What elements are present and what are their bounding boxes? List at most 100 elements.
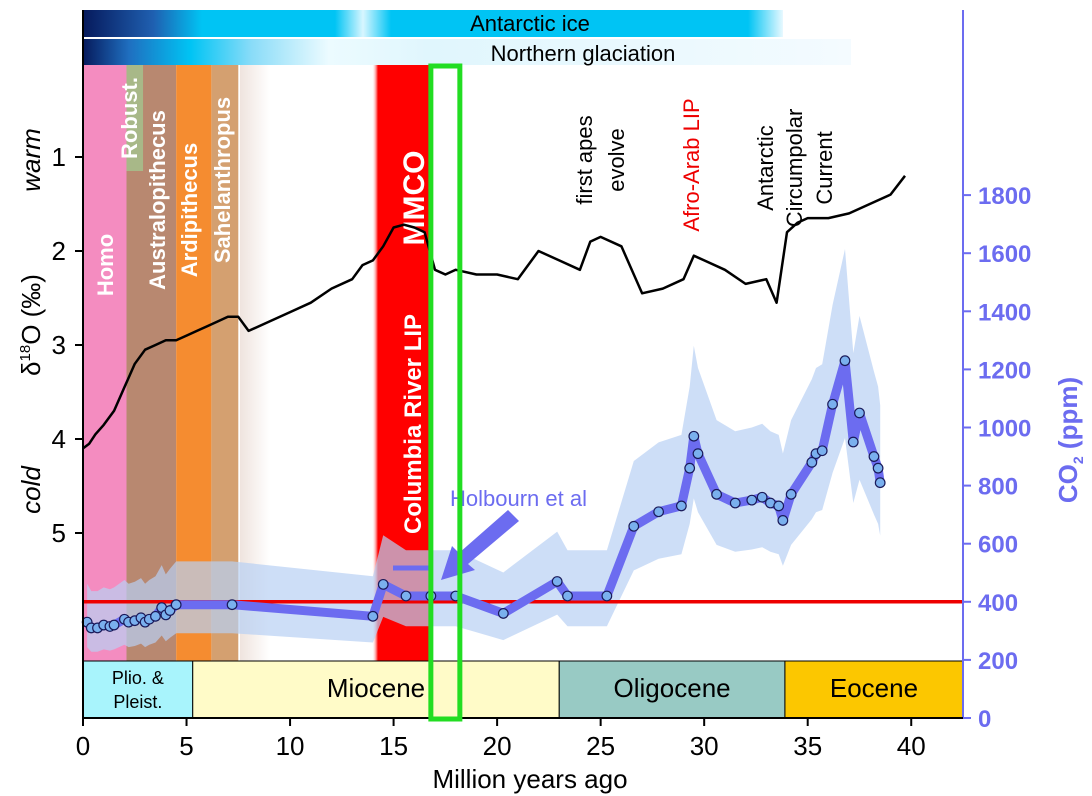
- epoch-label-1: Miocene: [327, 673, 425, 703]
- co2-point: [400, 590, 412, 602]
- co2-point: [868, 451, 880, 462]
- co2-points: [81, 355, 886, 634]
- co2-point: [806, 456, 818, 468]
- epoch-label-2: Oligocene: [614, 673, 731, 703]
- co2-point: [377, 578, 389, 590]
- d18o-series-line: [82, 175, 906, 450]
- co2-point: [839, 355, 851, 367]
- co2-point: [653, 506, 665, 518]
- x-axis-label: Million years ago: [432, 764, 627, 794]
- hominin-bands: Homo Robust. Australopithecus Ardipithecus S…: [83, 65, 239, 661]
- band-label-robust: Robust.: [117, 77, 142, 159]
- mmco-gradient: [372, 65, 392, 661]
- co2-point: [872, 462, 884, 474]
- co2-point: [551, 576, 563, 587]
- right-tick-label: 1200: [978, 357, 1031, 384]
- right-tick-label: 1000: [978, 416, 1031, 443]
- right-axis-label-main: CO: [1053, 464, 1083, 503]
- left-tick-label: 1: [52, 142, 66, 172]
- x-tick-label: 40: [897, 731, 926, 761]
- fade-band: [240, 65, 270, 661]
- right-tick-label: 200: [978, 648, 1018, 675]
- mmco-band: MMCO Columbia River LIP: [372, 65, 431, 661]
- right-tick-label: 1400: [978, 299, 1031, 326]
- axes: [82, 10, 964, 719]
- x-tick-label: 30: [690, 731, 719, 761]
- epoch-bar: Plio. & Pleist. Miocene Oligocene Eocene: [82, 660, 964, 719]
- x-tick-label: 20: [483, 731, 512, 761]
- co2-point: [847, 436, 859, 448]
- left-axis-label: δ18O (‰): [16, 274, 46, 376]
- event-annotations: first apes evolve Afro-Arab LIP Antarcti…: [572, 98, 837, 231]
- co2-point: [756, 491, 768, 503]
- left-tick-label: 3: [52, 330, 66, 360]
- band-label-sahelanthropus: Sahelanthropus: [210, 97, 235, 263]
- epoch-label-0-line2: Pleist.: [113, 692, 162, 712]
- acc-label-line2: Circumpolar: [782, 109, 807, 228]
- co2-point: [108, 619, 120, 631]
- x-axis-ticks: 0 5 10 15 20 25 30 35 40: [76, 718, 926, 761]
- northern-glaciation-label: Northern glaciation: [491, 41, 676, 66]
- cold-label: cold: [16, 465, 46, 514]
- band-label-ardipithecus: Ardipithecus: [177, 143, 202, 277]
- afro-arab-label: Afro-Arab LIP: [679, 98, 704, 231]
- co2-point: [785, 488, 797, 500]
- band-robust: [126, 65, 144, 171]
- antarctic-ice-bar: [83, 10, 783, 37]
- epoch-1: [192, 660, 560, 719]
- co2-point: [170, 599, 182, 611]
- epoch-label-3: Eocene: [830, 673, 918, 703]
- left-axis-label-superscript: 18: [17, 345, 34, 362]
- columbia-river-label: Columbia River LIP: [400, 314, 427, 534]
- ice-bars: Antarctic ice Northern glaciation: [83, 10, 851, 66]
- right-tick-label: 1800: [978, 183, 1031, 210]
- acc-label-line1: Antarctic: [753, 125, 778, 211]
- right-tick-label: 800: [978, 474, 1018, 501]
- co2-point: [150, 610, 161, 622]
- co2-point: [711, 488, 722, 500]
- co2-point: [367, 610, 379, 622]
- epoch-3: [784, 660, 964, 719]
- co2-point: [601, 590, 613, 602]
- band-label-homo: Homo: [93, 234, 118, 296]
- co2-point: [729, 497, 741, 509]
- co2-point: [874, 477, 886, 489]
- antarctic-ice-label: Antarctic ice: [470, 11, 590, 36]
- left-tick-label: 2: [52, 236, 66, 266]
- right-tick-label: 1600: [978, 241, 1031, 268]
- left-tick-label: 5: [52, 518, 66, 548]
- acc-label-line3: Current: [812, 131, 837, 204]
- first-apes-label-line2: evolve: [604, 128, 629, 192]
- right-axis-label-subscript: 2: [1070, 456, 1086, 464]
- epoch-2: [558, 660, 786, 719]
- right-tick-label: 0: [978, 706, 991, 733]
- co2-point: [816, 445, 828, 457]
- right-axis-ticks: 0 200 400 600 800 1000 1200 1400 1600 1800: [963, 183, 1031, 733]
- x-tick-label: 35: [793, 731, 822, 761]
- left-tick-label: 4: [52, 424, 66, 454]
- co2-point: [226, 599, 238, 611]
- right-tick-label: 600: [978, 532, 1018, 559]
- co2-point: [773, 500, 785, 512]
- mmco-label: MMCO: [398, 151, 431, 246]
- co2-point: [497, 608, 509, 619]
- co2-point: [854, 407, 865, 419]
- co2-point: [562, 590, 573, 602]
- band-homo: [83, 65, 127, 661]
- left-axis-label-unit: O (‰): [16, 274, 46, 345]
- x-tick-label: 5: [179, 731, 193, 761]
- co2-point: [676, 500, 687, 512]
- right-axis-label: CO2 (ppm): [1053, 377, 1086, 503]
- warm-label: warm: [16, 128, 46, 192]
- epoch-0: [82, 660, 194, 719]
- co2-point: [746, 494, 758, 506]
- co2-point: [684, 462, 696, 474]
- epoch-label-0: Plio. &: [112, 668, 164, 688]
- co2-point: [777, 515, 789, 526]
- x-tick-label: 15: [379, 731, 408, 761]
- x-tick-label: 25: [586, 731, 615, 761]
- highlight-box: [428, 63, 463, 722]
- co2-point: [827, 398, 838, 410]
- band-label-australopithecus: Australopithecus: [145, 110, 170, 290]
